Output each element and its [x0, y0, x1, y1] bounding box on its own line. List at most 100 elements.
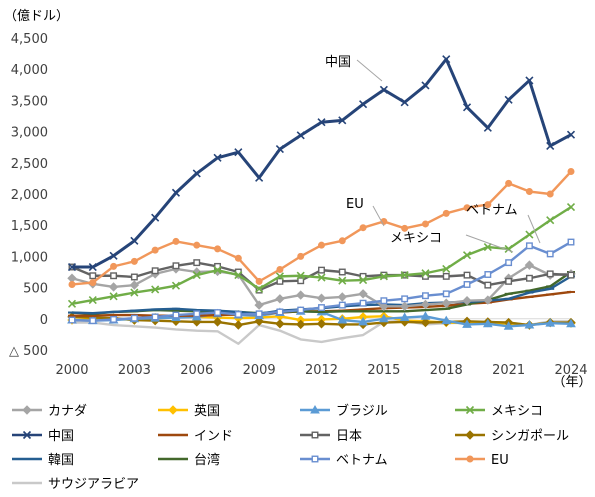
data-point: [338, 268, 346, 276]
data-point: [151, 213, 160, 222]
data-point: [421, 269, 430, 278]
data-point: [379, 85, 388, 94]
data-point: [525, 274, 533, 282]
data-point: [421, 220, 429, 228]
x-tick-label: 2021: [492, 363, 525, 378]
data-point: [296, 290, 306, 300]
legend-item: 韓国: [12, 453, 74, 468]
data-point: [442, 264, 451, 273]
data-point: [109, 292, 118, 301]
data-point: [379, 313, 389, 323]
data-point: [399, 312, 410, 322]
legend-label: シンガポール: [491, 429, 569, 444]
data-point: [297, 277, 305, 285]
data-point: [297, 252, 305, 260]
data-point: [463, 281, 471, 288]
y-axis-label: （億ドル）: [4, 8, 69, 24]
data-point: [275, 272, 284, 281]
data-point: [192, 169, 201, 178]
x-tick-label: 2024: [554, 363, 587, 378]
data-point: [276, 277, 284, 285]
data-point: [359, 276, 368, 285]
data-point: [482, 318, 493, 328]
y-tick-label: 4,000: [11, 63, 48, 78]
annotations: 中国 EU ベトナム メキシコ: [325, 55, 541, 253]
data-point: [296, 271, 305, 280]
data-point: [359, 224, 367, 232]
legend-item: EU: [455, 453, 509, 468]
data-point: [151, 267, 159, 275]
data-point: [213, 266, 222, 275]
data-point: [172, 262, 180, 270]
data-point: [296, 319, 306, 330]
data-point: [254, 316, 264, 327]
data-point: [296, 131, 305, 140]
data-point: [462, 251, 472, 260]
data-point: [316, 319, 327, 329]
y-tick-label: 2,000: [11, 188, 48, 203]
data-point: [255, 284, 264, 293]
data-point: [462, 295, 472, 306]
series-EU: [68, 168, 575, 288]
data-point: [484, 201, 492, 209]
data-point: [316, 293, 327, 303]
data-point: [400, 271, 409, 280]
data-point: [317, 118, 326, 127]
data-point: [546, 141, 555, 151]
y-tick-label: 3,000: [11, 126, 48, 141]
legend-item: カナダ: [12, 404, 87, 419]
data-point: [212, 317, 223, 327]
data-point: [130, 314, 138, 322]
x-tick-label: 2015: [367, 363, 400, 378]
data-point: [505, 277, 513, 285]
series-lines: [67, 55, 576, 345]
data-point: [338, 301, 346, 309]
data-point: [422, 292, 429, 300]
data-point: [420, 311, 431, 320]
x-tick-label: 2018: [430, 363, 463, 378]
data-point: [275, 145, 284, 154]
legend-marker: [465, 405, 475, 415]
data-point: [483, 242, 492, 252]
legend-item: シンガポール: [455, 429, 569, 444]
data-point: [67, 262, 77, 272]
data-point: [525, 76, 534, 85]
data-point: [483, 295, 493, 305]
data-point: [546, 190, 554, 198]
data-point: [110, 262, 118, 270]
series-line: [72, 57, 572, 269]
data-point: [338, 276, 347, 285]
legend-item: サウジアラビア: [12, 477, 139, 492]
data-point: [130, 288, 139, 297]
legend-marker: [311, 431, 319, 439]
data-point: [276, 266, 284, 274]
data-point: [463, 271, 471, 279]
legend-label: サウジアラビア: [48, 477, 139, 492]
data-point: [275, 294, 285, 304]
data-point: [484, 271, 492, 278]
legend-label: ブラジル: [336, 403, 388, 419]
legend-marker: [22, 405, 32, 415]
data-point: [379, 301, 389, 312]
data-point: [89, 279, 97, 287]
legend-label: 台湾: [194, 452, 220, 468]
x-axis-label: （年）: [552, 375, 591, 390]
data-point: [68, 316, 76, 324]
data-point: [505, 259, 513, 267]
data-point: [213, 153, 222, 162]
data-point: [503, 321, 514, 330]
data-point: [462, 103, 472, 112]
legend-item: 英国: [158, 404, 220, 419]
data-point: [88, 262, 97, 272]
data-point: [193, 259, 201, 267]
legend-label: カナダ: [48, 404, 87, 419]
data-point: [524, 260, 535, 270]
data-point: [442, 55, 451, 64]
annotation-china: 中国: [325, 55, 351, 70]
data-point: [88, 296, 97, 305]
data-point: [338, 237, 346, 245]
data-point: [401, 295, 409, 303]
data-point: [463, 204, 471, 212]
data-point: [420, 299, 431, 310]
